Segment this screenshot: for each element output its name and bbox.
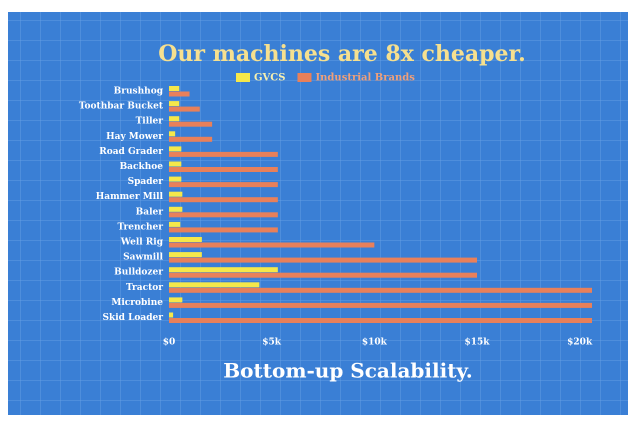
background-grid — [8, 12, 628, 415]
y-tick-label: Hay Mower — [106, 132, 163, 142]
bar — [169, 221, 181, 227]
y-tick-label: Brushhog — [114, 87, 164, 97]
y-tick-label: Tiller — [136, 117, 164, 127]
y-tick-label: Bulldozer — [114, 268, 163, 278]
bar — [169, 191, 183, 197]
legend-swatch — [297, 73, 312, 82]
bar — [169, 116, 180, 122]
y-tick-label: Spader — [128, 177, 164, 187]
bar — [169, 167, 278, 172]
bar — [169, 287, 592, 293]
legend-label: Industrial Brands — [315, 73, 415, 84]
x-tick-label: $20k — [567, 338, 593, 348]
y-tick-label: Sawmill — [123, 253, 163, 263]
bar — [169, 136, 213, 142]
bar — [169, 237, 202, 242]
bar — [169, 227, 278, 233]
y-tick-label: Skid Loader — [102, 313, 163, 323]
bar — [169, 312, 174, 318]
bar — [169, 272, 478, 278]
chart-title: Our machines are 8x cheaper. — [158, 41, 526, 67]
bar — [169, 101, 180, 107]
x-tick-label: $0 — [163, 338, 176, 348]
bar — [169, 106, 200, 112]
bar — [169, 282, 260, 288]
bar — [169, 297, 183, 303]
legend-label: GVCS — [254, 73, 285, 84]
bar — [169, 146, 182, 152]
bar — [169, 161, 182, 167]
y-tick-label: Baler — [136, 207, 164, 217]
bar — [169, 267, 278, 273]
y-tick-label: Trencher — [117, 222, 163, 232]
bar — [169, 206, 183, 212]
y-tick-label: Tractor — [126, 283, 163, 293]
bar — [169, 121, 213, 127]
x-tick-label: $10k — [362, 338, 388, 348]
bar — [169, 302, 592, 308]
y-tick-label: Road Grader — [99, 147, 163, 157]
bar — [169, 91, 190, 97]
bar — [169, 242, 375, 248]
bar — [169, 151, 278, 157]
bar — [169, 182, 278, 188]
y-tick-label: Backhoe — [120, 162, 164, 172]
bar — [169, 318, 592, 323]
legend-swatch — [236, 73, 250, 82]
bar — [169, 176, 182, 182]
x-tick-label: $15k — [464, 338, 490, 348]
y-tick-label: Microbine — [111, 298, 163, 308]
bar — [169, 257, 478, 263]
bar — [169, 197, 278, 203]
y-tick-label: Hammer Mill — [96, 192, 164, 202]
bar — [169, 86, 180, 91]
y-tick-label: Well Rig — [120, 238, 164, 248]
chart-subtitle: Bottom-up Scalability. — [223, 359, 472, 383]
y-tick-label: Toothbar Bucket — [79, 102, 164, 112]
bar — [169, 131, 176, 137]
bar — [169, 252, 202, 258]
bar — [169, 212, 278, 218]
x-tick-label: $5k — [262, 338, 282, 348]
